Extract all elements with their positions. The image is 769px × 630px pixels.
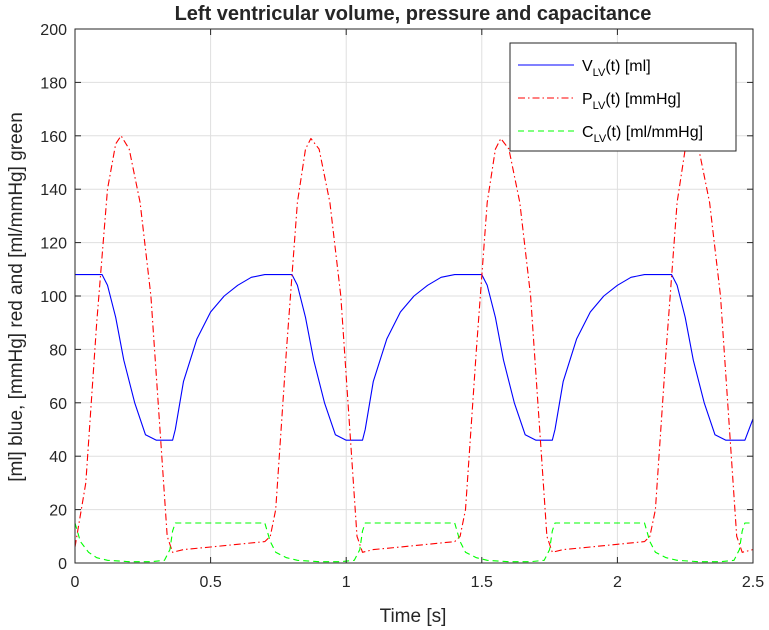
y-tick-label: 20 — [49, 503, 67, 520]
legend-entry-p: PLV(t) [mmHg] — [582, 91, 681, 112]
y-tick-label: 160 — [40, 129, 67, 146]
y-tick-label: 180 — [40, 75, 67, 92]
series-group — [75, 135, 753, 563]
y-axis-label: [ml] blue, [mmHg] red and [ml/mmHg] gree… — [6, 112, 27, 482]
y-tick-label: 80 — [49, 342, 67, 359]
y-tick-label: 140 — [40, 182, 67, 199]
y-tick-label: 0 — [58, 556, 67, 573]
chart-title: Left ventricular volume, pressure and ca… — [175, 3, 652, 25]
axis-ticks: 0 0.5 1 1.5 2 2.5 0 20 40 60 80 100 120 140 160 180 200 — [40, 22, 764, 591]
x-tick-label: 2.5 — [742, 574, 764, 591]
y-tick-label: 100 — [40, 289, 67, 306]
legend[interactable]: VLV(t) [ml] PLV(t) [mmHg] CLV(t) [ml/mmHg] — [509, 42, 737, 152]
legend-box — [509, 42, 737, 152]
y-tick-label: 200 — [40, 22, 67, 39]
legend-entry-v: VLV(t) [ml] — [582, 58, 651, 79]
x-tick-label: 0.5 — [199, 574, 221, 591]
x-tick-label: 1.5 — [471, 574, 493, 591]
x-tick-label: 0 — [71, 574, 80, 591]
y-tick-label: 120 — [40, 236, 67, 253]
y-tick-label: 40 — [49, 449, 67, 466]
series-line-c — [75, 522, 753, 563]
y-tick-label: 60 — [49, 396, 67, 413]
x-tick-label: 1 — [342, 574, 351, 591]
series-line-p — [75, 135, 753, 553]
series-line-v — [75, 274, 753, 441]
legend-entry-c: CLV(t) [ml/mmHg] — [582, 124, 703, 145]
x-axis-label: Time [s] — [380, 606, 447, 627]
x-tick-label: 2 — [613, 574, 622, 591]
